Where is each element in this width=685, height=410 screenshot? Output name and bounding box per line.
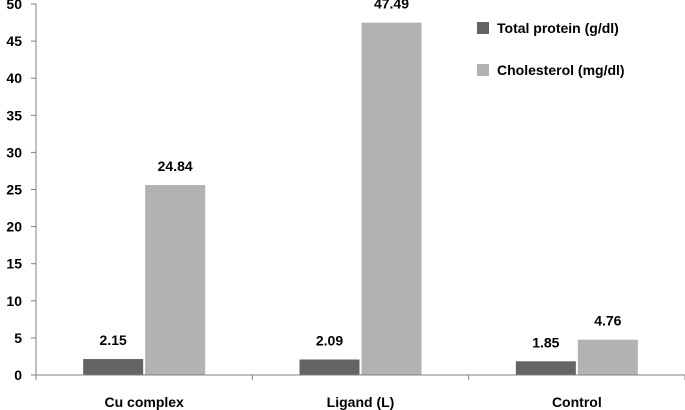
bar-total-protein: [299, 359, 360, 375]
y-tick-label: 25: [6, 182, 22, 198]
data-label: 1.85: [532, 334, 559, 350]
y-tick-label: 15: [6, 256, 22, 272]
data-label: 2.15: [100, 332, 127, 348]
y-tick-label: 40: [6, 70, 22, 86]
y-tick-label: 45: [6, 33, 22, 49]
y-tick-label: 30: [6, 144, 22, 160]
bar-total-protein: [83, 359, 144, 375]
bar-cholesterol: [361, 22, 422, 375]
legend-swatch: [477, 64, 489, 76]
data-label: 2.09: [316, 332, 343, 348]
legend: Total protein (g/dl) Cholesterol (mg/dl): [477, 20, 625, 78]
x-category-label: Ligand (L): [327, 394, 395, 410]
bar-total-protein: [515, 361, 576, 375]
data-label: 47.49: [374, 0, 409, 12]
y-tick-label: 50: [6, 0, 22, 12]
x-axis: Cu complex Ligand (L) Control: [35, 374, 685, 410]
bar-cholesterol: [577, 339, 638, 375]
y-tick-label: 0: [14, 367, 22, 383]
y-tick-label: 35: [6, 107, 22, 123]
legend-swatch: [477, 22, 489, 34]
y-tick-label: 5: [14, 330, 22, 346]
data-label: 4.76: [594, 313, 621, 329]
bar-cholesterol: [145, 185, 206, 375]
x-category-label: Cu complex: [104, 394, 184, 410]
x-category-label: Control: [552, 394, 602, 410]
plot-area: 2.15 24.84 2.09 47.49 1.85 4.76: [83, 0, 638, 375]
y-axis: 0 5 10 15 20 25 30 35 40 45 50: [6, 0, 37, 383]
legend-label: Cholesterol (mg/dl): [497, 62, 625, 78]
y-tick-label: 10: [6, 293, 22, 309]
legend-label: Total protein (g/dl): [497, 20, 619, 36]
y-tick-label: 20: [6, 219, 22, 235]
data-label: 24.84: [158, 158, 193, 174]
